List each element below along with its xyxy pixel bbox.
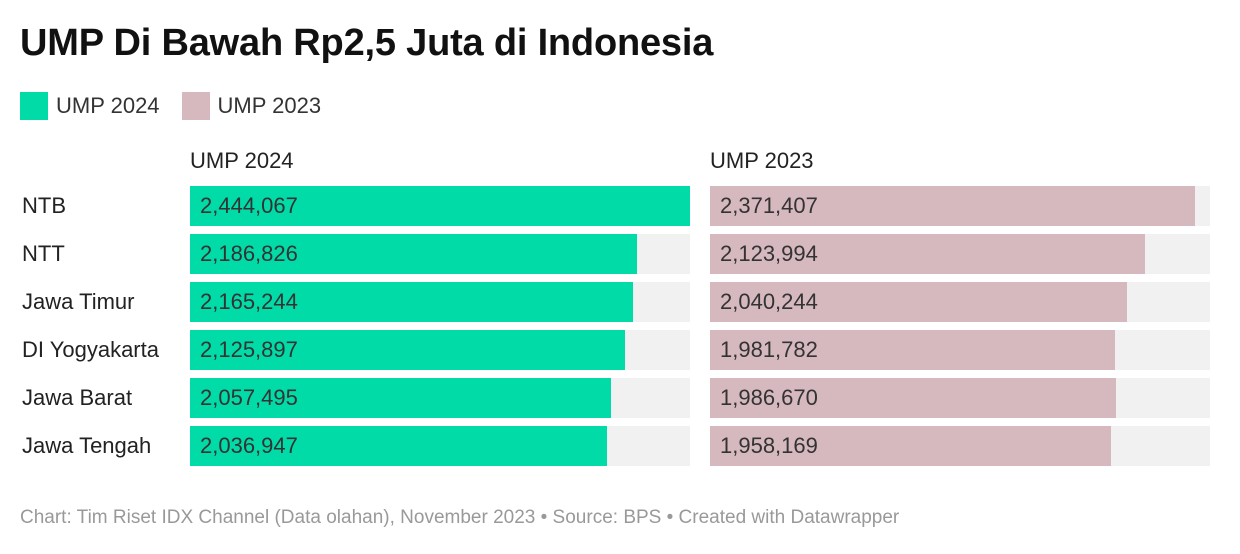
bar [190, 234, 638, 274]
bar-value-label: 2,444,067 [200, 193, 298, 218]
category-label: NTB [22, 193, 66, 218]
bar-value-label: 1,986,670 [720, 385, 818, 410]
category-label: NTT [22, 241, 65, 266]
bar-value-label: 2,186,826 [200, 241, 298, 266]
legend: UMP 2024 UMP 2023 [20, 92, 343, 120]
chart-footer: Chart: Tim Riset IDX Channel (Data olaha… [20, 507, 900, 528]
bar-value-label: 2,123,994 [720, 241, 818, 266]
bar-track: 2,125,897 [190, 330, 690, 370]
legend-swatch-ump-2023 [181, 92, 210, 120]
bar [710, 282, 1128, 322]
category-label: Jawa Barat [22, 385, 133, 410]
bar-track: 2,371,407 [710, 186, 1210, 226]
bar-value-label: 2,125,897 [200, 337, 298, 362]
legend-item-ump-2023: UMP 2023 [181, 92, 322, 120]
legend-item-ump-2024: UMP 2024 [20, 92, 160, 120]
bar-track: 2,040,244 [710, 282, 1210, 322]
bar-track: 2,036,947 [190, 426, 690, 466]
panel-title-1: UMP 2023 [710, 148, 814, 173]
bar [710, 330, 1116, 370]
bar-value-label: 2,057,495 [200, 385, 298, 410]
bar-value-label: 2,165,244 [200, 289, 298, 314]
bar [190, 186, 690, 226]
category-label: DI Yogyakarta [22, 337, 159, 362]
bar-value-label: 2,371,407 [720, 193, 818, 218]
bar [190, 330, 625, 370]
bar [710, 186, 1196, 226]
bar [710, 234, 1145, 274]
bar-track: 1,981,782 [710, 330, 1210, 370]
category-label: Jawa Tengah [22, 433, 152, 458]
bar-value-label: 2,040,244 [720, 289, 818, 314]
bar-track: 1,986,670 [710, 378, 1210, 418]
bar [710, 378, 1117, 418]
legend-label-ump-2023: UMP 2023 [217, 93, 322, 118]
bar-track: 2,057,495 [190, 378, 690, 418]
panel-title-0: UMP 2024 [190, 148, 294, 173]
bar-value-label: 1,958,169 [720, 433, 818, 458]
chart-title: UMP Di Bawah Rp2,5 Juta di Indonesia [20, 22, 714, 64]
category-label: Jawa Timur [22, 289, 135, 314]
bar-track: 2,165,244 [190, 282, 690, 322]
bar [190, 426, 607, 466]
bar-track: 2,444,067 [190, 186, 690, 226]
bar [190, 282, 633, 322]
bar [190, 378, 611, 418]
legend-label-ump-2024: UMP 2024 [56, 93, 160, 118]
bar [710, 426, 1111, 466]
bar-value-label: 2,036,947 [200, 433, 298, 458]
bar-track: 2,186,826 [190, 234, 690, 274]
bar-track: 2,123,994 [710, 234, 1210, 274]
bar-track: 1,958,169 [710, 426, 1210, 466]
bar-value-label: 1,981,782 [720, 337, 818, 362]
legend-swatch-ump-2024 [20, 92, 48, 120]
